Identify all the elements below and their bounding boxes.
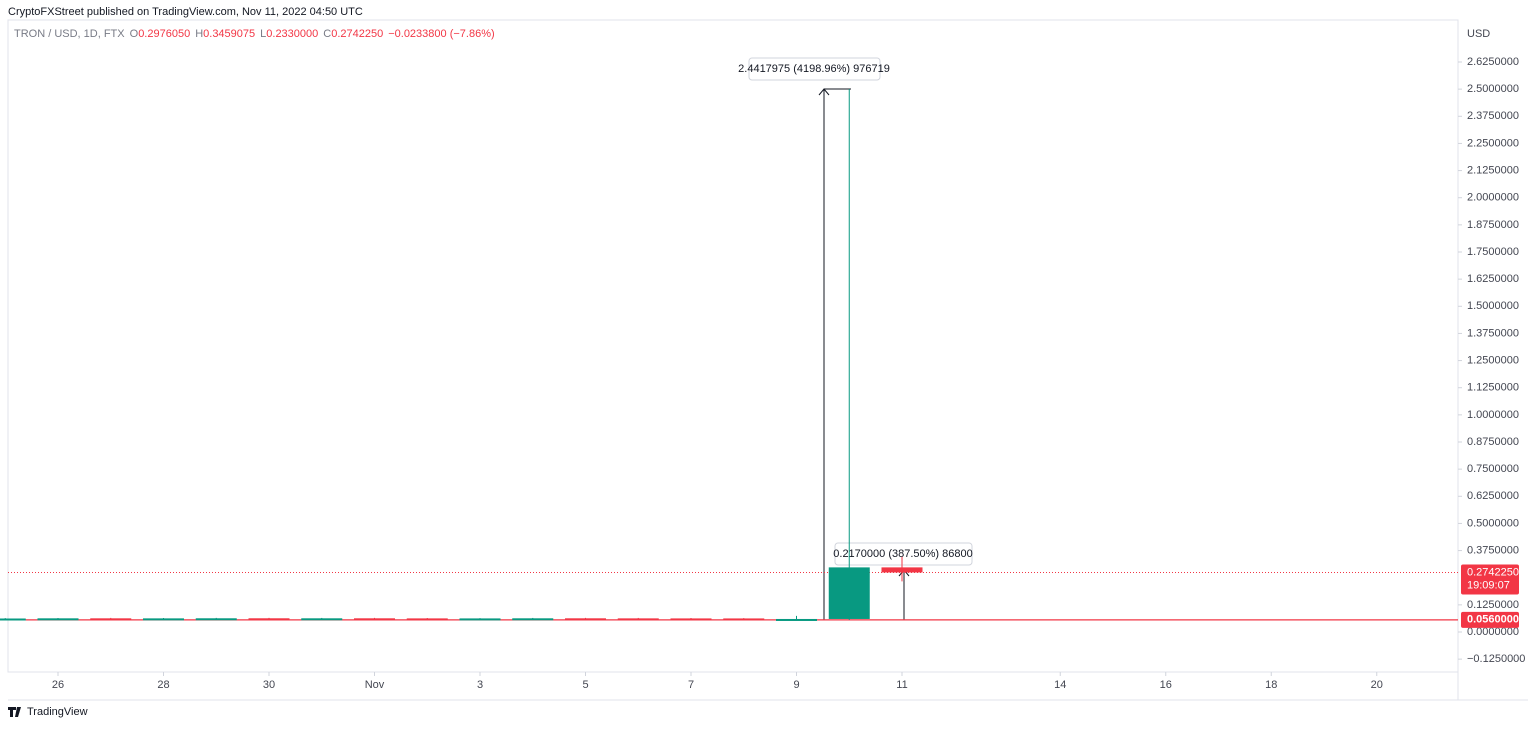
x-tick-label: 16	[1160, 679, 1172, 691]
candle-body	[459, 618, 501, 621]
y-tick-label: −0.1250000	[1467, 653, 1525, 665]
measure-box	[834, 542, 973, 566]
legend-key: C	[323, 28, 331, 40]
legend-value: 0.3459075	[203, 28, 255, 40]
y-tick-label: 1.1250000	[1467, 382, 1519, 394]
measure-box	[748, 57, 881, 81]
x-tick-label: 28	[157, 679, 169, 691]
x-tick-label: 7	[688, 679, 694, 691]
x-tick-label: Nov	[365, 679, 385, 691]
price-label-box	[1461, 564, 1519, 595]
header: CryptoFXStreet published on TradingView.…	[8, 6, 363, 18]
logo	[8, 707, 21, 717]
candle-body	[248, 618, 290, 621]
y-tick-label: 1.8750000	[1467, 219, 1519, 231]
candle-body	[0, 618, 26, 621]
candle-body	[670, 618, 712, 621]
y-tick-label: 2.0000000	[1467, 192, 1519, 204]
x-tick-label: 14	[1054, 679, 1066, 691]
candle-body	[828, 567, 870, 619]
x-tick-label: 30	[263, 679, 275, 691]
measure-label: 2.4417975 (4198.96%) 976719	[738, 63, 890, 75]
candle-body	[881, 567, 923, 573]
y-tick-label: 1.3750000	[1467, 327, 1519, 339]
y-tick-label: 0.8750000	[1467, 436, 1519, 448]
x-tick-label: 18	[1265, 679, 1277, 691]
legend-symbol: TRON / USD, 1D, FTX	[14, 28, 125, 40]
legend-key: O	[130, 28, 139, 40]
legend-key: L	[260, 28, 266, 40]
countdown: 19:09:07	[1467, 579, 1510, 591]
y-tick-label: 0.3750000	[1467, 544, 1519, 556]
candle-body	[723, 618, 765, 621]
legend-value: 0.2330000	[266, 28, 318, 40]
x-tick-label: 20	[1371, 679, 1383, 691]
candle-body	[143, 618, 184, 621]
candle-body	[565, 618, 606, 621]
y-tick-label: 2.2500000	[1467, 137, 1519, 149]
y-tick-label: 0.7500000	[1467, 463, 1519, 475]
x-tick-label: 26	[52, 679, 64, 691]
legend-value: 0.2742250	[331, 28, 383, 40]
candle-body	[354, 618, 395, 621]
candle-body	[195, 618, 237, 621]
candle-body	[617, 618, 659, 621]
candle-body	[90, 618, 132, 621]
footer: TradingView	[27, 706, 88, 718]
y-tick-label: 1.5000000	[1467, 300, 1519, 312]
x-tick-label: 5	[582, 679, 588, 691]
price-label-box	[1461, 611, 1519, 628]
legend-change: −0.0233800 (−7.86%)	[388, 28, 494, 40]
legend-value: 0.2976050	[138, 28, 190, 40]
y-tick-label: 0.0000000	[1467, 626, 1519, 638]
price-label: 0.2742250	[1467, 566, 1519, 578]
x-tick-label: 3	[477, 679, 483, 691]
y-tick-label: 1.6250000	[1467, 273, 1519, 285]
legend-key: H	[195, 28, 203, 40]
y-tick-label: 2.5000000	[1467, 83, 1519, 95]
legend: TRON / USD, 1D, FTX O 0.2976050 H 0.3459075 L…	[14, 28, 495, 40]
candle-body	[776, 618, 817, 621]
y-tick-label: 2.1250000	[1467, 164, 1519, 176]
y-tick-label: 0.1250000	[1467, 599, 1519, 611]
price-label: 0.0560000	[1467, 614, 1519, 626]
y-tick-label: 1.7500000	[1467, 246, 1519, 258]
y-tick-label: 2.3750000	[1467, 110, 1519, 122]
candle-body	[37, 618, 79, 621]
y-tick-label: 1.0000000	[1467, 409, 1519, 421]
y-tick-label: 1.2500000	[1467, 354, 1519, 366]
x-tick-label: 11	[896, 679, 907, 691]
y-tick-label: 0.6250000	[1467, 490, 1519, 502]
y-tick-label: 0.5000000	[1467, 517, 1519, 529]
candle-body	[406, 618, 448, 621]
x-tick-label: 9	[793, 679, 799, 691]
candle-body	[512, 618, 554, 621]
y-tick-label: 2.6250000	[1467, 56, 1519, 68]
candle-body	[301, 618, 343, 621]
axis-unit: USD	[1467, 28, 1490, 40]
measure-label: 0.2170000 (387.50%) 86800	[833, 548, 972, 560]
